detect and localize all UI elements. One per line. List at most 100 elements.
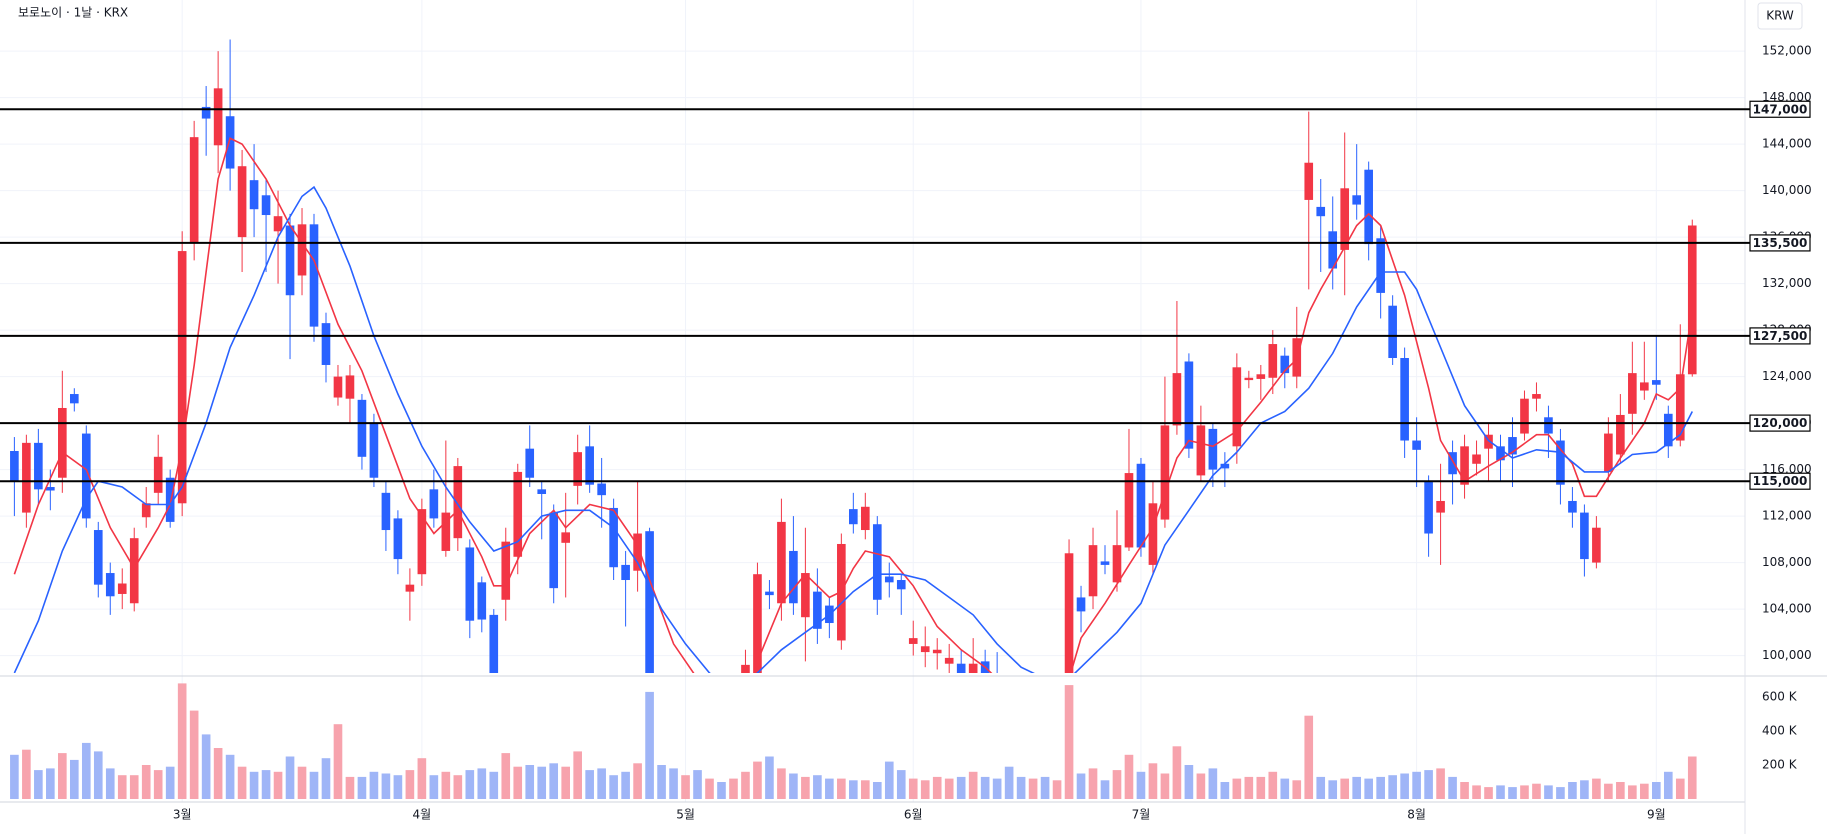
- volume-bar: [1376, 776, 1385, 799]
- volume-bar: [345, 776, 355, 799]
- candle-body: [34, 442, 43, 490]
- candle-body: [117, 583, 127, 594]
- x-tick-label: 4월: [413, 808, 432, 822]
- candle-body: [633, 533, 642, 571]
- volume-bar: [297, 766, 307, 799]
- candle-body: [860, 506, 870, 531]
- candle-body: [1124, 473, 1134, 548]
- candle-body: [801, 573, 810, 618]
- candle-body: [69, 394, 79, 404]
- volume-bar: [34, 770, 43, 799]
- y-tick-label: 104,000: [1762, 602, 1812, 616]
- candle-body: [1388, 305, 1397, 359]
- level-label-box: [1749, 327, 1811, 345]
- volume-bar: [968, 771, 978, 799]
- volume-bar: [549, 763, 559, 799]
- volume-bar: [1544, 785, 1553, 799]
- candle-body: [753, 574, 762, 673]
- candle-body: [813, 591, 822, 629]
- volume-bar: [225, 754, 235, 799]
- candle-body: [573, 452, 582, 486]
- volume-bar: [705, 778, 714, 799]
- candle-body: [1484, 434, 1493, 449]
- candle-body: [1640, 382, 1649, 391]
- volume-bar: [1436, 768, 1445, 799]
- candle-body: [333, 376, 343, 398]
- volume-bar: [1484, 787, 1493, 799]
- volume-bar: [1496, 785, 1505, 799]
- candle-body: [477, 582, 487, 620]
- candle-body: [1580, 512, 1589, 560]
- volume-bar: [1687, 756, 1697, 799]
- x-tick-label: 9월: [1647, 808, 1666, 822]
- candle-body: [1076, 597, 1086, 612]
- candle-body: [932, 649, 942, 654]
- candle-body: [1088, 545, 1098, 597]
- candle-body: [189, 137, 199, 243]
- volume-bar: [177, 683, 187, 799]
- y-tick-label: 100,000: [1762, 648, 1812, 662]
- candle-body: [153, 456, 163, 493]
- volume-bar: [1196, 773, 1206, 799]
- candle-body: [46, 487, 55, 491]
- volume-bar: [249, 771, 259, 799]
- candle-body: [405, 584, 415, 592]
- candle-body: [513, 471, 523, 557]
- volume-bar: [956, 776, 966, 799]
- volume-bar: [777, 768, 786, 799]
- candle-body: [956, 663, 966, 673]
- volume-bar: [573, 751, 582, 799]
- candle-body: [537, 489, 547, 494]
- level-label: 120,000: [1753, 416, 1808, 430]
- candle-body: [1172, 373, 1182, 426]
- level-label-box: [1749, 100, 1811, 118]
- volume-bar: [1472, 785, 1481, 799]
- candle-body: [1532, 394, 1541, 399]
- volume-bar: [1675, 778, 1685, 799]
- volume-bar: [1520, 785, 1529, 799]
- volume-bar: [453, 775, 463, 799]
- volume-bar: [1304, 715, 1314, 799]
- candle-body: [1472, 454, 1481, 464]
- volume-bar: [1556, 787, 1565, 799]
- volume-bar: [105, 768, 115, 799]
- candle-body: [968, 663, 978, 673]
- volume-bar: [141, 765, 151, 799]
- volume-bar: [1364, 778, 1373, 799]
- currency-box[interactable]: [1757, 2, 1803, 30]
- volume-bar: [273, 771, 283, 799]
- moving-average: [13, 137, 1694, 673]
- candle-body: [884, 576, 894, 583]
- candle-body: [249, 180, 259, 210]
- candle-body: [1316, 206, 1326, 217]
- candle-body: [465, 547, 475, 621]
- candle-body: [417, 509, 427, 575]
- volume-bar: [1184, 765, 1194, 799]
- level-label-box: [1749, 414, 1811, 432]
- candle-body: [765, 591, 774, 596]
- level-label: 127,500: [1753, 329, 1808, 343]
- candle-body: [441, 512, 451, 551]
- volume-bar: [1016, 776, 1026, 799]
- volume-bar: [1040, 776, 1050, 799]
- candle-body: [585, 446, 594, 485]
- currency[interactable]: KRW: [1766, 9, 1794, 23]
- chart-title: 보로노이 · 1날 · KRX: [18, 6, 128, 20]
- volume-bar: [1088, 768, 1098, 799]
- volume-bar: [585, 770, 594, 799]
- volume-bar: [1340, 778, 1350, 799]
- volume-bar: [393, 775, 403, 799]
- volume-bar: [1508, 787, 1517, 799]
- y-tick-label: 140,000: [1762, 183, 1812, 197]
- candle-body: [357, 399, 367, 457]
- volume-bar: [465, 770, 475, 799]
- candle-body: [1064, 553, 1074, 673]
- volume-bar: [1148, 763, 1158, 799]
- volume-bar: [813, 775, 822, 799]
- candle-body: [1604, 433, 1613, 472]
- candle-body: [1184, 361, 1194, 449]
- candle-body: [309, 224, 319, 327]
- candle-body: [1352, 195, 1362, 205]
- volume-bar: [405, 770, 415, 799]
